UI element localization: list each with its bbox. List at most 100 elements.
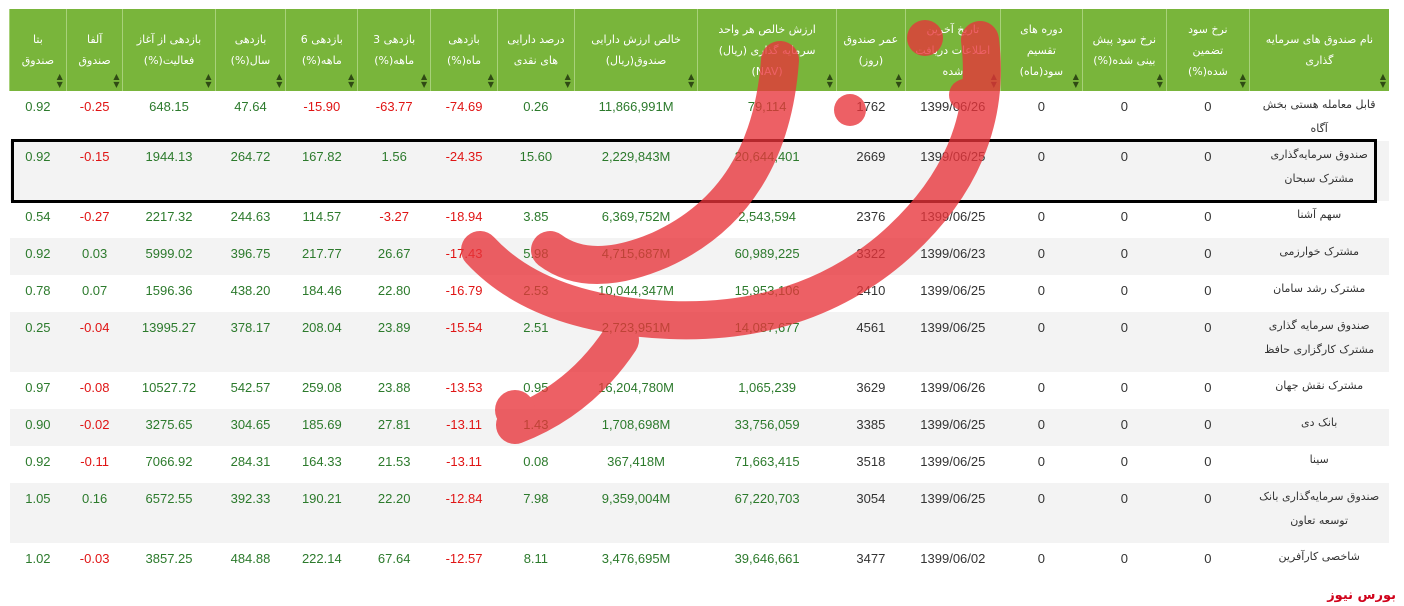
cell-name: مشترک نقش جهان (1249, 372, 1389, 409)
sort-icon[interactable]: ▲ ▼ (1379, 72, 1386, 89)
cell-forecast: 0 (1082, 372, 1167, 409)
sort-icon[interactable]: ▲ ▼ (564, 72, 571, 89)
cell-cash: 2.51 (497, 312, 575, 372)
table-row[interactable]: سهم آشنا 0 0 0 1399/06/25 2376 2,543,594 6,369,… (9, 201, 1389, 238)
cell-r6m: 185.69 (285, 409, 358, 446)
sort-icon[interactable]: ▲ ▼ (420, 72, 428, 89)
cell-r1y: 284.31 (215, 446, 286, 483)
column-header[interactable]: بتا صندوق ▲ ▼ (9, 9, 67, 91)
column-header[interactable]: بازدهی 3 ماهه(%) ▲ ▼ (357, 9, 431, 91)
cell-r1y: 378.17 (215, 312, 286, 372)
table-row[interactable]: شاخصی کارآفرین 0 0 0 1399/06/02 3477 39,646,66… (9, 543, 1389, 580)
cell-alpha: 0.25- (66, 91, 123, 141)
cell-r1y: 264.72 (215, 141, 286, 201)
sort-icon[interactable]: ▲ ▼ (348, 72, 355, 89)
cell-r-since: 1596.36 (122, 275, 216, 312)
sort-icon[interactable]: ▲ ▼ (895, 72, 902, 89)
cell-cash: 5.98 (497, 238, 575, 275)
cell-r6m: 208.04 (285, 312, 358, 372)
cell-r-since: 3857.25 (122, 543, 216, 580)
cell-r1y: 484.88 (215, 543, 286, 580)
cell-period: 0 (1000, 312, 1083, 372)
cell-nav: 33,756,059 (697, 409, 837, 446)
table-row[interactable]: مشترک رشد سامان 0 0 0 1399/06/25 2410 15,953,1… (9, 275, 1389, 312)
cell-cash: 3.85 (497, 201, 575, 238)
column-header[interactable]: بازدهی از آغاز فعالیت(%) ▲ ▼ (122, 9, 216, 91)
column-header[interactable]: نام صندوق های سرمایه گذاری ▲ ▼ (1248, 9, 1389, 91)
sort-icon[interactable]: ▲ ▼ (1072, 72, 1079, 89)
column-header[interactable]: دوره های تقسیم سود(ماه) ▲ ▼ (999, 9, 1083, 91)
column-header[interactable]: نرخ سود تضمین شده(%) ▲ ▼ (1165, 9, 1250, 91)
column-header[interactable]: تاریخ آخرین اطلاعات دریافت شده ▲ ▼ (904, 9, 1001, 91)
cell-net-assets: 367,418M (574, 446, 698, 483)
cell-nav: 79,114 (697, 91, 837, 141)
cell-date: 1399/06/26 (905, 91, 1001, 141)
cell-net-assets: 16,204,780M (574, 372, 698, 409)
column-header[interactable]: ارزش خالص هر واحد سرمایه گذاری (ریال)(NA… (697, 9, 837, 91)
cell-guaranteed: 0 (1166, 483, 1250, 543)
cell-age: 3477 (836, 543, 906, 580)
cell-r6m: 259.08 (285, 372, 358, 409)
table-row[interactable]: صندوق سرمایه‌گذاری مشترک سبحان 0 0 0 1399/06… (9, 141, 1389, 201)
sort-icon[interactable]: ▲ ▼ (826, 72, 833, 89)
cell-r1y: 304.65 (215, 409, 286, 446)
cell-r3m: 22.80 (357, 275, 431, 312)
cell-r6m: 217.77 (285, 238, 358, 275)
cell-nav: 67,220,703 (697, 483, 837, 543)
cell-guaranteed: 0 (1166, 543, 1250, 580)
cell-beta: 1.05 (9, 483, 67, 543)
sort-icon[interactable]: ▲ ▼ (1239, 72, 1246, 89)
sort-icon[interactable]: ▲ ▼ (113, 72, 120, 89)
column-header-label: نام صندوق های سرمایه گذاری (1265, 33, 1374, 67)
sort-icon[interactable]: ▲ ▼ (56, 72, 63, 89)
cell-age: 3518 (836, 446, 906, 483)
cell-r3m: 3.27- (357, 201, 431, 238)
column-header[interactable]: بازدهی 6 ماهه(%) ▲ ▼ (285, 9, 358, 91)
cell-r6m: 164.33 (285, 446, 358, 483)
cell-name: سینا (1249, 446, 1389, 483)
cell-r-since: 10527.72 (122, 372, 216, 409)
table-row[interactable]: سینا 0 0 0 1399/06/25 3518 71,663,415 367,418M 0… (9, 446, 1389, 483)
cell-nav: 15,953,106 (697, 275, 837, 312)
sort-icon[interactable]: ▲ ▼ (205, 72, 212, 89)
cell-age: 3385 (836, 409, 906, 446)
column-header-label: بازدهی ماه(%) (447, 33, 482, 67)
column-header[interactable]: خالص ارزش دارایی صندوق(ریال) ▲ ▼ (573, 9, 698, 91)
sort-icon[interactable]: ▲ ▼ (688, 72, 695, 89)
table-row[interactable]: مشترک خوارزمی 0 0 0 1399/06/23 3322 60,989,225… (9, 238, 1389, 275)
cell-alpha: 0.02- (66, 409, 123, 446)
cell-nav: 60,989,225 (697, 238, 837, 275)
cell-guaranteed: 0 (1166, 372, 1250, 409)
column-header[interactable]: نرخ سود پیش بینی شده(%) ▲ ▼ (1081, 9, 1167, 91)
column-header[interactable]: بازدهی سال(%) ▲ ▼ (214, 9, 286, 91)
column-header-label: بازدهی 3 ماهه(%) (373, 33, 416, 67)
sort-icon[interactable]: ▲ ▼ (487, 72, 494, 89)
table-row[interactable]: صندوق سرمایه گذاری مشترک کارگزاری حافظ 0 0… (9, 312, 1389, 372)
cell-cash: 7.98 (497, 483, 575, 543)
cell-cash: 1.43 (497, 409, 575, 446)
sort-icon[interactable]: ▲ ▼ (990, 72, 997, 89)
cell-date: 1399/06/25 (905, 201, 1001, 238)
column-header[interactable]: بازدهی ماه(%) ▲ ▼ (430, 9, 498, 91)
table-body: قابل معامله هستی بخش آگاه 0 0 0 1399/06/26 17… (9, 91, 1389, 580)
cell-net-assets: 2,229,843M (574, 141, 698, 201)
sort-icon[interactable]: ▲ ▼ (1156, 72, 1163, 89)
cell-r-since: 3275.65 (122, 409, 216, 446)
column-header[interactable]: عمر صندوق (روز) ▲ ▼ (835, 9, 906, 91)
column-header[interactable]: درصد دارایی های نقدی ▲ ▼ (496, 9, 575, 91)
table-row[interactable]: صندوق سرمایه‌گذاری بانک توسعه تعاون 0 0 0 13… (9, 483, 1389, 543)
table-row[interactable]: بانک دی 0 0 0 1399/06/25 3385 33,756,059 1,708,… (9, 409, 1389, 446)
cell-forecast: 0 (1082, 238, 1167, 275)
cell-r-since: 2217.32 (122, 201, 216, 238)
table-row[interactable]: قابل معامله هستی بخش آگاه 0 0 0 1399/06/26 17… (9, 91, 1389, 141)
cell-net-assets: 1,708,698M (574, 409, 698, 446)
funds-table: نام صندوق های سرمایه گذاری ▲ ▼ نرخ سود تضمی… (9, 9, 1389, 580)
table-row[interactable]: مشترک نقش جهان 0 0 0 1399/06/26 3629 1,065,239… (9, 372, 1389, 409)
column-header-label: آلفا صندوق (78, 33, 111, 67)
cell-nav: 20,644,401 (697, 141, 837, 201)
column-header-label: ارزش خالص هر واحد سرمایه گذاری (ریال)(NA… (718, 22, 816, 78)
cell-net-assets: 2,723,951M (574, 312, 698, 372)
column-header-label: نرخ سود تضمین شده(%) (1187, 22, 1228, 78)
column-header[interactable]: آلفا صندوق ▲ ▼ (65, 9, 123, 91)
sort-icon[interactable]: ▲ ▼ (276, 72, 283, 89)
